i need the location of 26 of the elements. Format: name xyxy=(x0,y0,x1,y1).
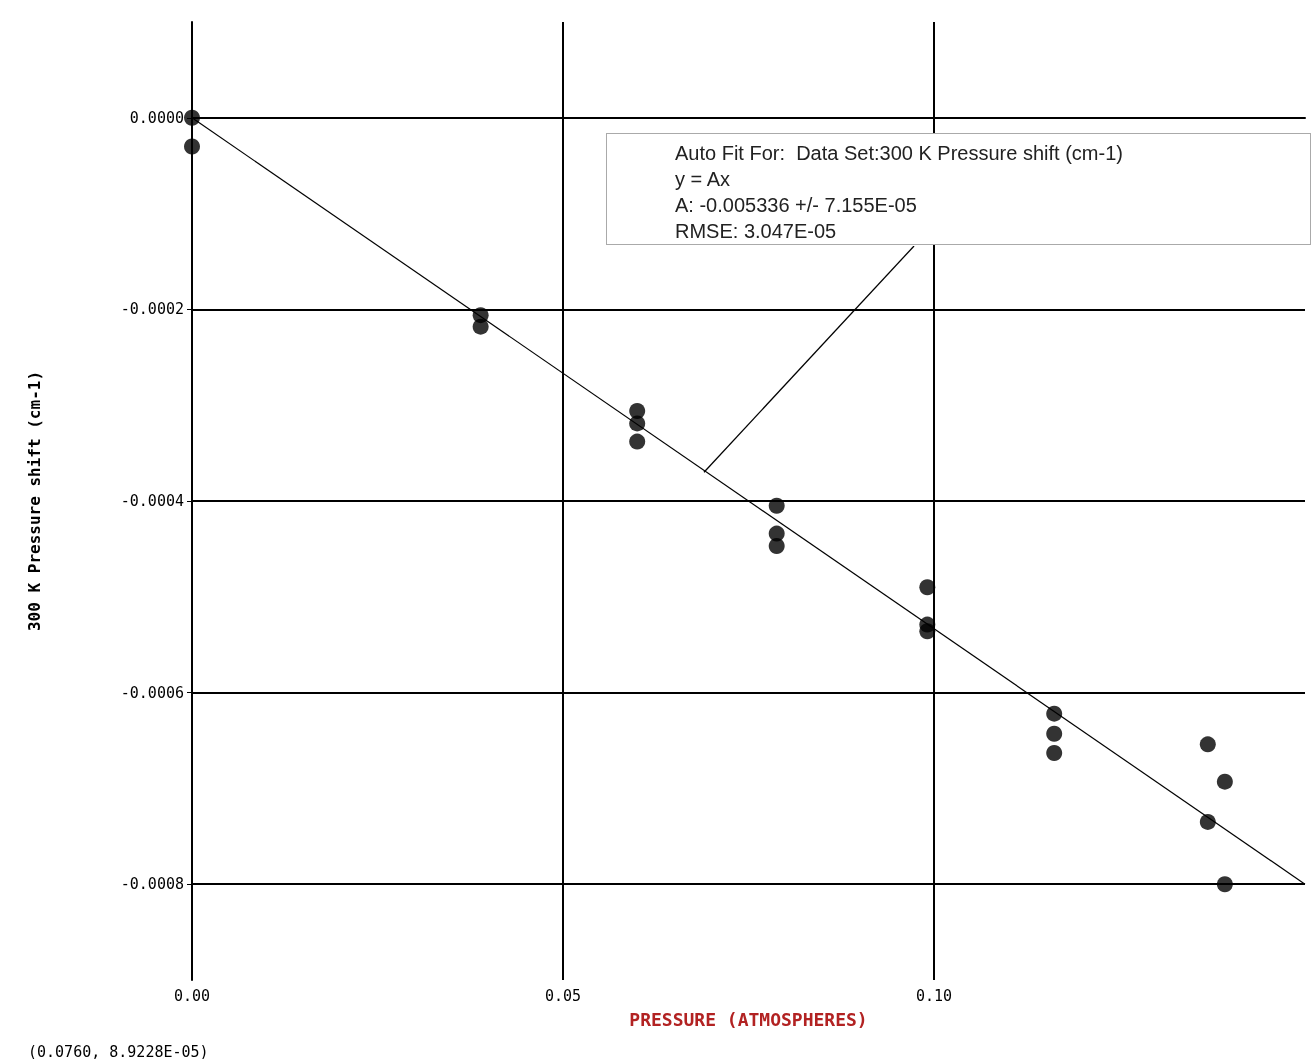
point xyxy=(184,138,200,155)
y-tick-label: -0.0008 xyxy=(120,875,184,894)
point xyxy=(919,623,936,640)
point xyxy=(472,318,489,335)
point xyxy=(184,109,200,126)
text: (0.0760, 8.9228E-05) xyxy=(28,1042,209,1059)
x-tick-label: 0.00 xyxy=(173,986,211,1005)
y-tick-label: -0.0006 xyxy=(120,683,184,702)
point xyxy=(1216,773,1233,790)
y-tick-label: -0.0002 xyxy=(120,300,184,319)
x-tick-label: 0.05 xyxy=(544,986,582,1005)
point xyxy=(768,497,785,514)
x-tick-label: 0.10 xyxy=(915,986,953,1005)
point xyxy=(1199,813,1216,830)
point xyxy=(1216,876,1233,893)
point xyxy=(1199,736,1216,753)
callout-box: Auto Fit For: Data Set:300 K Pressure shift (cm-1) y = Ax A: -0.005336 +/- 7.155E-05 RMSE: 3.047E-05 xyxy=(606,133,1311,245)
y-tick-label: -0.0004 xyxy=(120,492,184,510)
point xyxy=(1046,725,1063,742)
y-tick-label: 0.0000 xyxy=(129,108,184,127)
point xyxy=(629,433,646,450)
point xyxy=(919,579,936,596)
x-axis-title: PRESSURE (ATMOSPHERES) xyxy=(629,1008,868,1030)
point xyxy=(1046,744,1063,761)
y-axis-title: 300 K Pressure shift (cm-1) xyxy=(24,370,44,632)
point xyxy=(768,538,785,555)
